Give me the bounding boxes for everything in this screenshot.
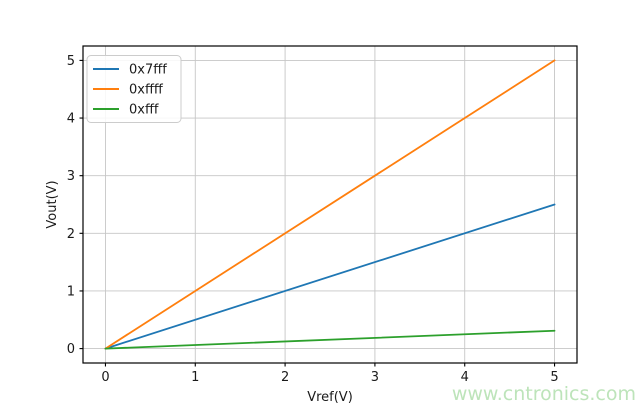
spines-layer	[82, 45, 578, 364]
x-tick-label: 4	[461, 370, 469, 385]
series-line-0xffff	[104, 59, 556, 350]
y-tick-label: 1	[67, 284, 75, 299]
plot-border	[82, 45, 578, 364]
watermark: www.cntronics.com	[452, 383, 636, 405]
legend: 0x7fff 0xffff 0xfff	[86, 55, 182, 123]
y-tick-label: 4	[67, 112, 75, 127]
x-tick-label: 0	[101, 370, 109, 385]
x-tick-label: 2	[281, 370, 289, 385]
ticks-layer: 0 1 2 3 4 5 0 1 2 3 4 5	[67, 54, 559, 385]
series-line-0x7fff	[104, 203, 556, 350]
y-tick-label: 2	[67, 227, 75, 242]
x-tick-label: 3	[371, 370, 379, 385]
y-tick-label: 3	[67, 169, 75, 184]
axis-labels-layer: Vref(V) Vout(V)	[45, 180, 353, 405]
x-tick-label: 5	[550, 370, 558, 385]
watermark-text: www.cntronics.com	[452, 383, 636, 405]
y-axis-label: Vout(V)	[45, 180, 60, 228]
legend-box	[86, 55, 182, 123]
series-line-0xfff	[104, 329, 556, 350]
legend-label-0xfff: 0xfff	[129, 103, 159, 118]
legend-label-0xffff: 0xffff	[129, 83, 164, 98]
series-layer	[104, 59, 556, 350]
y-tick-label: 5	[67, 54, 75, 69]
x-axis-label: Vref(V)	[307, 390, 353, 405]
y-tick-label: 0	[67, 342, 75, 357]
legend-label-0x7fff: 0x7fff	[129, 63, 167, 78]
x-tick-label: 1	[191, 370, 199, 385]
